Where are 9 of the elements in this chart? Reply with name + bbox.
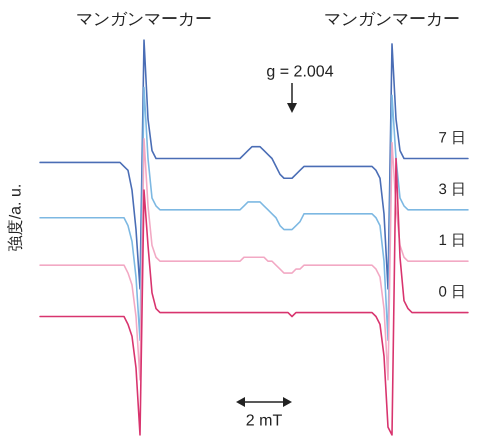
series-label: 7 日	[438, 130, 466, 146]
annotation: g = 2.004	[266, 63, 334, 80]
series-label: 1 日	[438, 232, 466, 250]
series-label: 3 日	[438, 180, 466, 198]
text: マンガンマーカー	[324, 10, 460, 29]
annotation: 2 mT	[246, 412, 282, 430]
text: マンガンマーカー	[76, 10, 212, 29]
y-axis-title: 強度/a. u.	[6, 184, 24, 252]
series-label: 0 日	[438, 284, 466, 301]
